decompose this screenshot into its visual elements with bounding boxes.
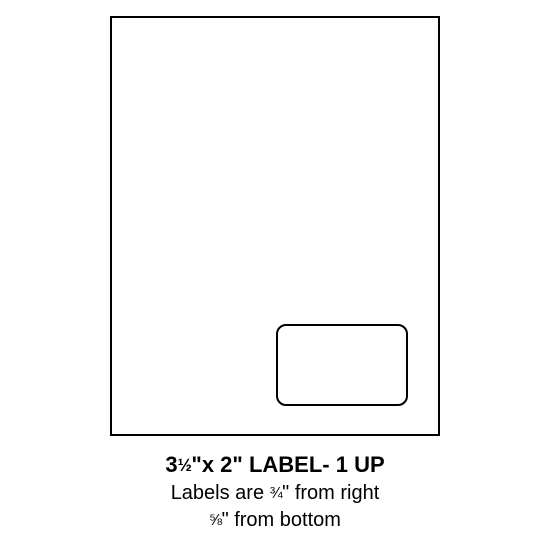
caption-line-2: Labels are ¾" from right [165,480,384,507]
caption-line-1-fraction: ½ [178,454,192,477]
caption-line-3-suffix: " from bottom [222,509,341,531]
caption: 3½"x 2" LABEL- 1 UP Labels are ¾" from r… [165,450,384,534]
caption-line-2-suffix: " from right [282,482,379,504]
caption-line-1: 3½"x 2" LABEL- 1 UP [165,450,384,480]
caption-line-3: ⅝" from bottom [165,507,384,534]
caption-line-2-prefix: Labels are [171,482,270,504]
caption-line-1-prefix: 3 [165,452,177,477]
label-sheet-outline [110,16,440,436]
caption-line-2-fraction: ¾ [270,483,283,504]
label-rectangle [276,324,408,406]
caption-line-1-suffix: "x 2" LABEL- 1 UP [191,452,384,477]
caption-line-3-fraction: ⅝ [209,510,222,531]
